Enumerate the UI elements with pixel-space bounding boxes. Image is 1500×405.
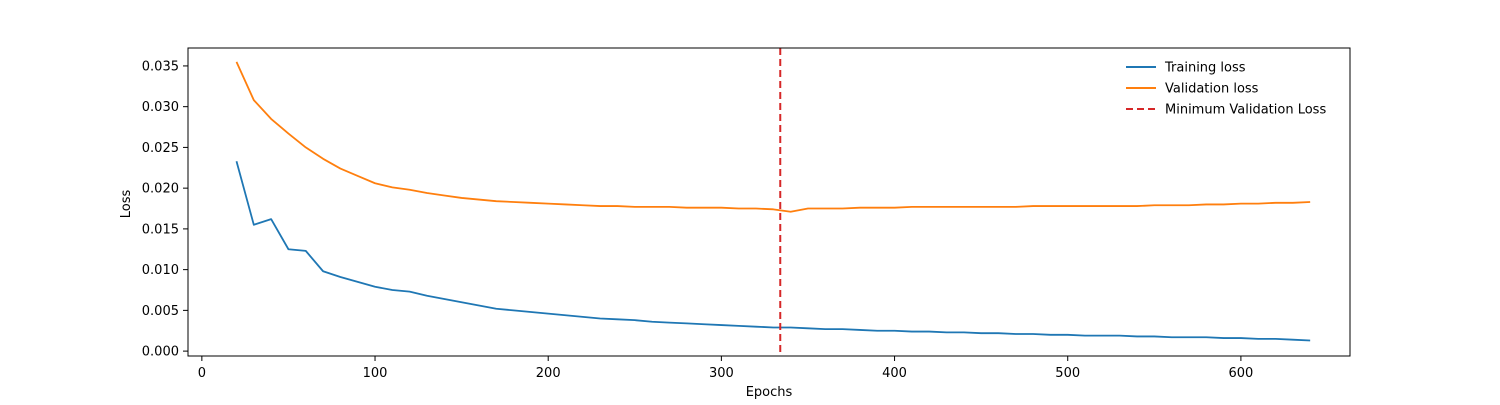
x-tick-label: 0: [198, 366, 206, 381]
series-line-validation-loss: [235, 61, 1311, 213]
legend: Training loss Validation loss Minimum Vali…: [1126, 61, 1326, 118]
legend-label-min-validation-loss: Minimum Validation Loss: [1165, 103, 1326, 118]
y-tick-label: 0.000: [142, 345, 179, 360]
x-tick-label: 500: [1055, 366, 1080, 381]
plot-frame: [187, 47, 1351, 357]
y-tick-label: 0.025: [142, 141, 179, 156]
legend-label-validation-loss: Validation loss: [1165, 82, 1259, 97]
y-tick-label: 0.015: [142, 222, 179, 237]
y-tick-label: 0.010: [142, 263, 179, 278]
series-line-training-loss: [235, 161, 1311, 342]
x-tick-label: 400: [882, 366, 907, 381]
series-layer: [235, 61, 1311, 342]
y-tick-label: 0.030: [142, 100, 179, 115]
x-tick-label: 300: [709, 366, 734, 381]
y-tick-label: 0.005: [142, 304, 179, 319]
x-axis: 0 100 200 300 400 500 600: [198, 356, 1253, 381]
x-tick-label: 100: [363, 366, 388, 381]
x-tick-label: 600: [1228, 366, 1253, 381]
legend-label-training-loss: Training loss: [1164, 61, 1246, 76]
y-tick-label: 0.035: [142, 59, 179, 74]
x-tick-label: 200: [536, 366, 561, 381]
y-tick-label: 0.020: [142, 182, 179, 197]
y-axis-title: Loss: [119, 190, 134, 219]
x-axis-title: Epochs: [746, 385, 793, 400]
y-axis: 0.000 0.005 0.010 0.015 0.020 0.025 0.030 0.035: [142, 59, 188, 360]
